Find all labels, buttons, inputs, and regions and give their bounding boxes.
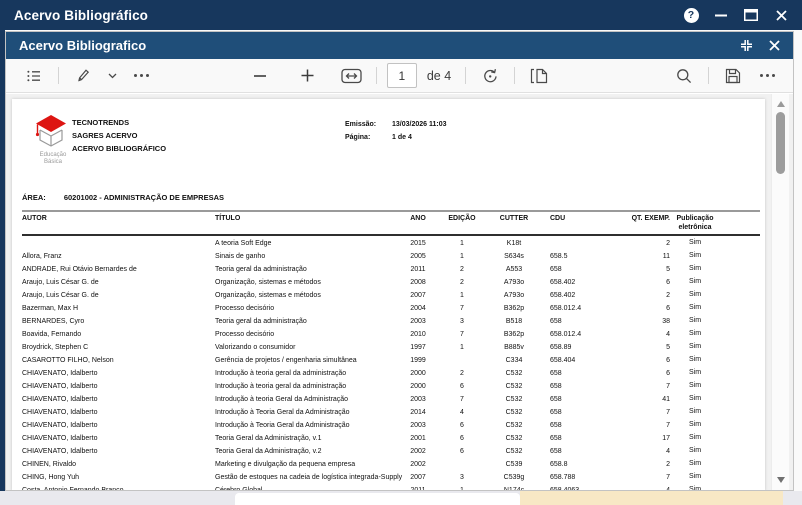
logo-caption: Educação Básica (33, 152, 73, 165)
org-header: TECNOTRENDS SAGRES ACERVO ACERVO BIBLIOG… (72, 116, 166, 155)
table-header: AUTOR TÍTULO ANO EDIÇÃO CUTTER CDU QT. E… (22, 210, 760, 236)
minimize-icon[interactable] (710, 4, 732, 26)
pdf-toolbar: de 4 (6, 59, 793, 93)
emissao-value: 13/03/2026 11:03 (392, 118, 447, 131)
table-row: CHINEN, RivaldoMarketing e divulgação da… (22, 458, 760, 471)
page-count-label: de 4 (423, 69, 455, 83)
table-row: CHING, Hong YuhGestão de estoques na cad… (22, 471, 760, 484)
report-table-body: A teoria Soft Edge20151K18t2SimAllora, F… (22, 237, 760, 490)
org-line: TECNOTRENDS (72, 116, 166, 129)
scrollbar-thumb[interactable] (776, 112, 785, 174)
separator (465, 67, 466, 84)
col-autor: AUTOR (22, 215, 215, 222)
rotate-icon[interactable] (476, 62, 504, 90)
col-titulo: TÍTULO (215, 215, 400, 222)
col-ano: ANO (400, 215, 436, 222)
table-row: Costa, Antonio Fernando BrancoCérebro Gl… (22, 484, 760, 490)
background-tan-panel (520, 491, 783, 505)
col-qt-exemp: QT. EXEMP. (628, 215, 670, 222)
emissao-label: Emissão: (345, 118, 392, 131)
page-number-input[interactable] (387, 63, 417, 88)
org-line: SAGRES ACERVO (72, 129, 166, 142)
table-row: Boavida, FernandoProcesso decisório20107… (22, 328, 760, 341)
table-row: BERNARDES, CyroTeoria geral da administr… (22, 315, 760, 328)
table-row: CHIAVENATO, IdalbertoIntrodução à Teoria… (22, 419, 760, 432)
table-row: CHIAVENATO, IdalbertoTeoria Geral da Adm… (22, 445, 760, 458)
fit-to-width-icon[interactable] (338, 62, 366, 90)
separator (514, 67, 515, 84)
table-row: CHIAVENATO, IdalbertoIntrodução à Teoria… (22, 406, 760, 419)
close-icon[interactable] (770, 4, 792, 26)
window-title: Acervo Bibliográfico (14, 8, 148, 23)
table-row: Araujo, Luis César G. deOrganização, sis… (22, 276, 760, 289)
org-line: ACERVO BIBLIOGRÁFICO (72, 142, 166, 155)
report-meta: Emissão: 13/03/2026 11:03 Página: 1 de 4 (345, 118, 447, 144)
scroll-down-icon[interactable] (777, 477, 785, 483)
background-strip (0, 491, 802, 505)
org-logo: Educação Básica (33, 113, 73, 165)
area-value: 60201002 - ADMINISTRAÇÃO DE EMPRESAS (64, 193, 224, 202)
area-label: ÁREA: (22, 193, 46, 202)
zoom-out-icon[interactable] (246, 62, 274, 90)
report-page: Educação Básica TECNOTRENDS SAGRES ACERV… (12, 99, 765, 490)
vertical-scrollbar[interactable] (771, 94, 789, 490)
col-cdu: CDU (540, 215, 628, 222)
report-dialog: Acervo Bibliografico (5, 31, 794, 491)
collapse-icon[interactable] (735, 35, 757, 57)
graduation-cap-icon (33, 113, 69, 151)
table-row: CHIAVENATO, IdalbertoIntrodução à teoria… (22, 393, 760, 406)
window-controls: ? (680, 4, 792, 26)
pagina-label: Página: (345, 131, 392, 144)
dialog-titlebar: Acervo Bibliografico (6, 32, 793, 59)
table-row: Broydrick, Stephen CValorizando o consum… (22, 341, 760, 354)
table-row: CHIAVENATO, IdalbertoIntrodução à teoria… (22, 367, 760, 380)
pagina-value: 1 de 4 (392, 131, 412, 144)
dialog-close-icon[interactable] (763, 35, 785, 57)
maximize-icon[interactable] (740, 4, 762, 26)
table-row: A teoria Soft Edge20151K18t2Sim (22, 237, 760, 250)
scroll-up-icon[interactable] (777, 101, 785, 107)
table-row: CHIAVENATO, IdalbertoTeoria Geral da Adm… (22, 432, 760, 445)
dialog-controls (735, 35, 785, 57)
table-row: Araujo, Luis César G. deOrganização, sis… (22, 289, 760, 302)
area-heading: ÁREA: 60201002 - ADMINISTRAÇÃO DE EMPRES… (22, 193, 224, 202)
table-row: Bazerman, Max HProcesso decisório20047B3… (22, 302, 760, 315)
dialog-title: Acervo Bibliografico (19, 38, 146, 53)
separator (376, 67, 377, 84)
zoom-in-icon[interactable] (294, 62, 322, 90)
separator (708, 67, 709, 84)
more-options-icon[interactable] (753, 62, 781, 90)
col-publicacao: Publicação eletrônica (670, 215, 720, 232)
table-row: CHIAVENATO, IdalbertoIntrodução à teoria… (22, 380, 760, 393)
window-titlebar: Acervo Bibliográfico ? (0, 0, 802, 30)
save-icon[interactable] (719, 62, 747, 90)
page-view-icon[interactable] (525, 62, 553, 90)
table-row: Allora, FranzSinais de ganho20051S634s65… (22, 250, 760, 263)
table-row: ANDRADE, Rui Otávio Bernardes deTeoria g… (22, 263, 760, 276)
col-cutter: CUTTER (488, 215, 540, 222)
toolbar-right-group (670, 59, 781, 92)
application-window: Acervo Bibliográfico ? Acervo Bibliogra (0, 0, 802, 505)
help-icon[interactable]: ? (680, 4, 702, 26)
search-icon[interactable] (670, 62, 698, 90)
background-panel (235, 493, 520, 505)
col-edicao: EDIÇÃO (436, 215, 488, 222)
document-viewport: Educação Básica TECNOTRENDS SAGRES ACERV… (6, 94, 793, 490)
table-row: CASAROTTO FILHO, NelsonGerência de proje… (22, 354, 760, 367)
